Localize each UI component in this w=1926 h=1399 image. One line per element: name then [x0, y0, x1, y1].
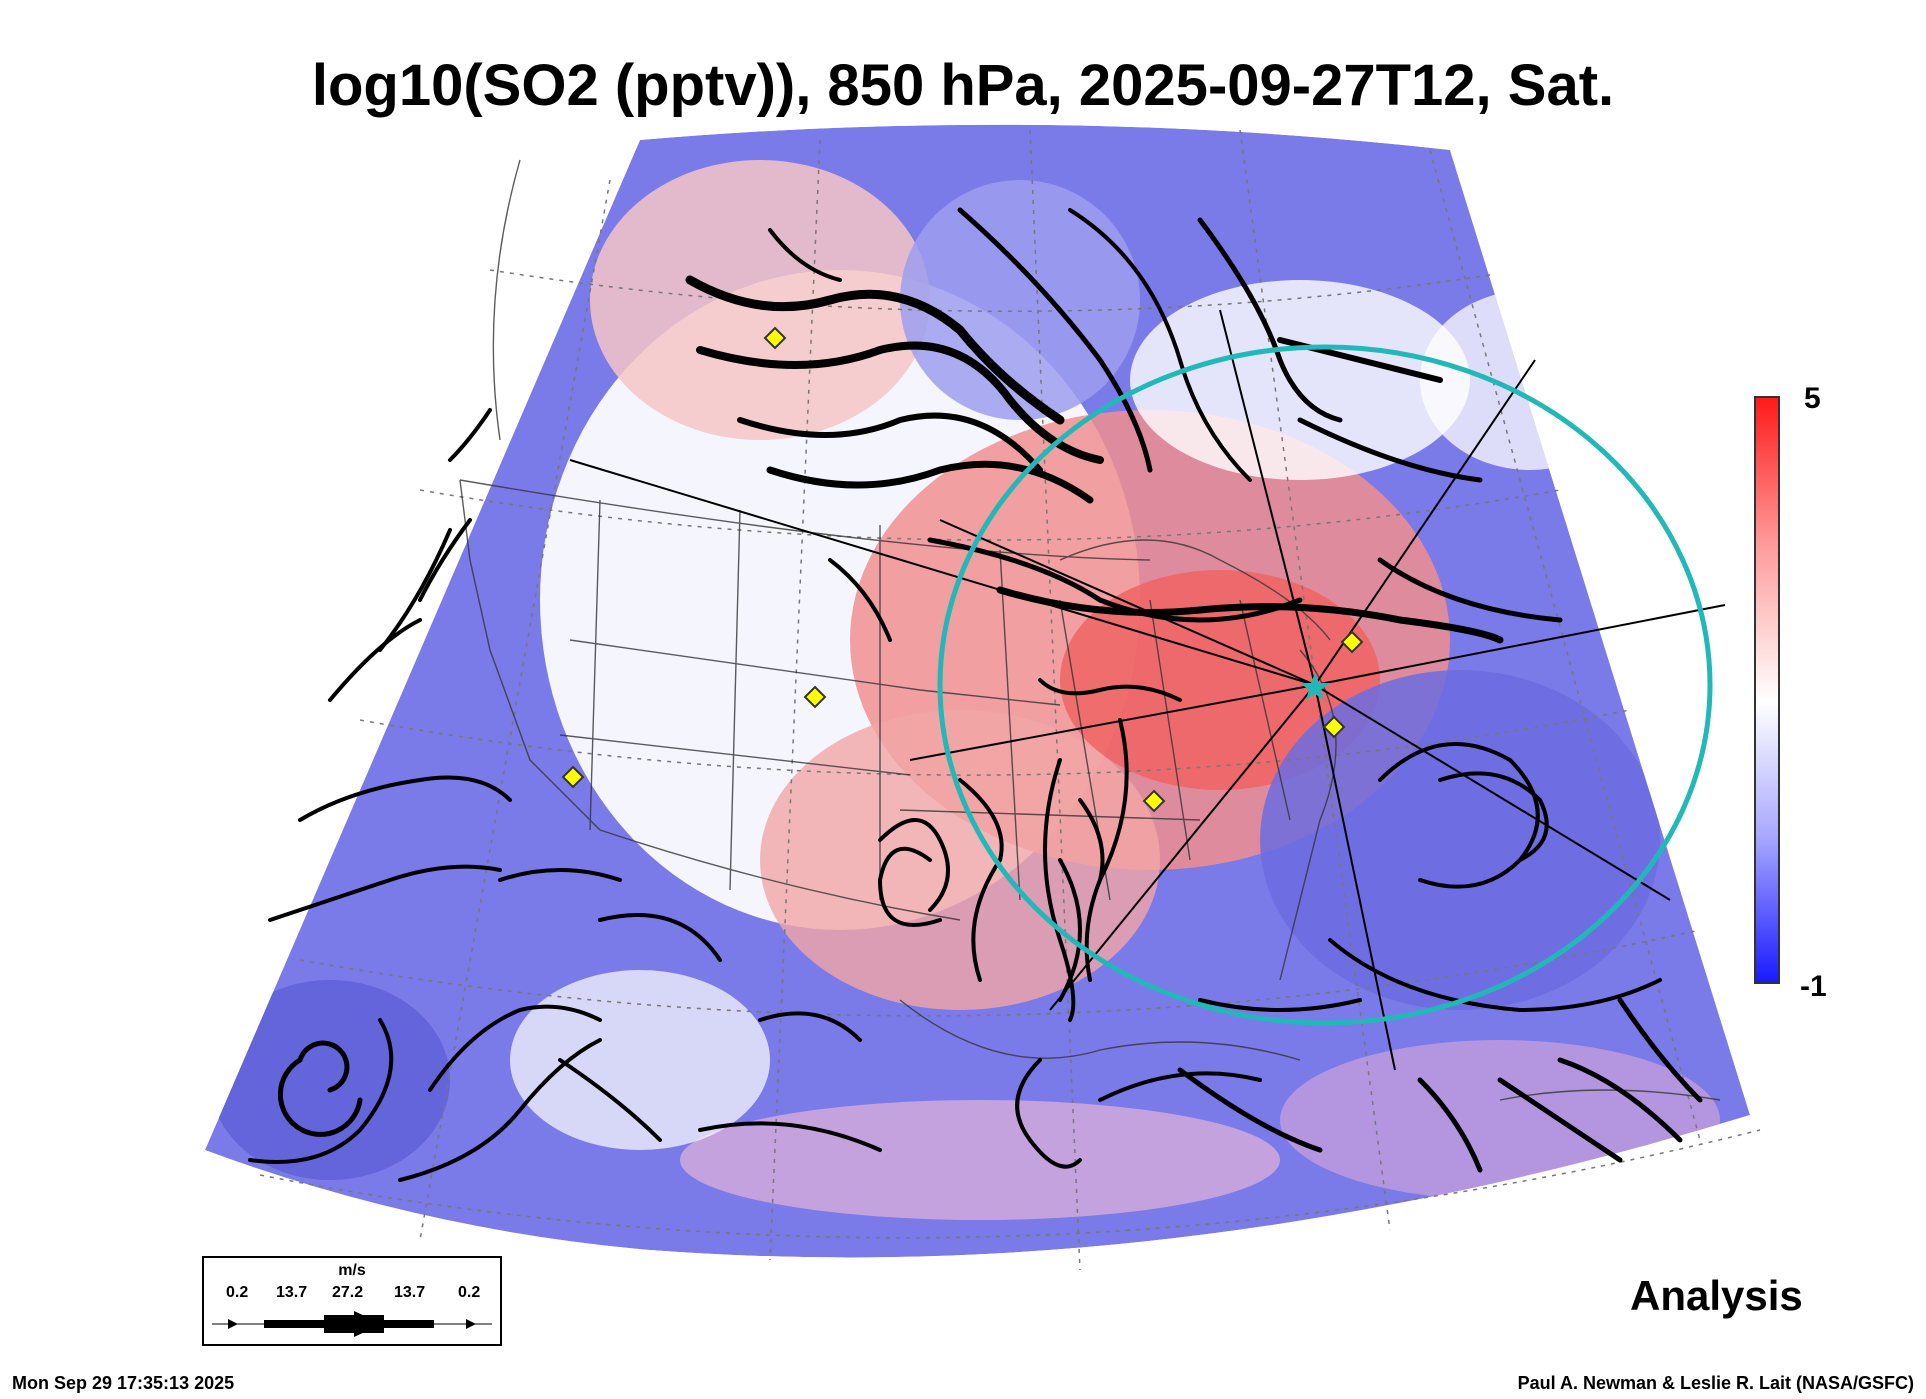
product-label: Analysis [1630, 1272, 1803, 1319]
site-marker [763, 326, 787, 350]
trajectory-lines [569, 309, 1726, 1071]
site-marker [561, 765, 585, 789]
wind-legend: m/s 0.2 13.7 27.2 13.7 0.2 [202, 1256, 502, 1346]
wind-legend-value: 0.2 [226, 1284, 249, 1301]
wind-legend-value: 13.7 [394, 1284, 426, 1301]
wind-legend-arrow-icon [212, 1311, 492, 1337]
site-marker [1142, 789, 1166, 813]
timestamp: Mon Sep 29 17:35:13 2025 [12, 1373, 235, 1393]
site-marker [1322, 715, 1346, 739]
wind-streamlines [248, 207, 1703, 1182]
range-circle [937, 344, 1713, 1026]
credit: Paul A. Newman & Leslie R. Lait (NASA/GS… [1517, 1373, 1914, 1393]
colorbar [1754, 396, 1780, 984]
site-marker [803, 685, 827, 709]
wind-legend-value: 0.2 [458, 1284, 481, 1301]
colorbar-max-label: 5 [1804, 382, 1821, 415]
wind-legend-value: 27.2 [332, 1284, 364, 1301]
graticule [259, 129, 1761, 1271]
site-marker [1340, 630, 1364, 654]
colorbar-min-label: -1 [1800, 970, 1827, 1003]
so2-field [205, 124, 1750, 1258]
political-boundaries [459, 159, 1721, 1101]
site-markers [561, 326, 1364, 813]
station-star-icon [1300, 673, 1330, 700]
wind-legend-units: m/s [338, 1262, 366, 1279]
map-title: log10(SO2 (pptv)), 850 hPa, 2025-09-27T1… [311, 53, 1615, 118]
wind-legend-value: 13.7 [276, 1284, 308, 1301]
